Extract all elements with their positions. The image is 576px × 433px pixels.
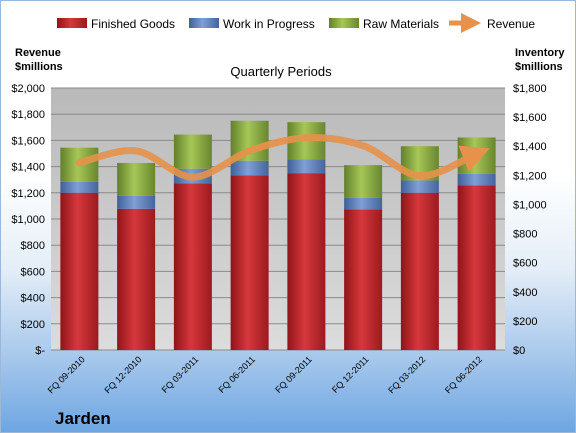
right-axis-title-line2: $millions <box>515 61 563 73</box>
right-tick-label: $0 <box>513 345 525 357</box>
left-tick-label: $1,600 <box>11 135 45 147</box>
category-label: FQ 09-2011 <box>273 354 314 395</box>
bar-raw-materials <box>344 165 383 198</box>
bar-finished-goods <box>60 192 99 350</box>
bar-finished-goods <box>173 183 212 350</box>
chart-subtitle: Quarterly Periods <box>230 64 332 79</box>
left-tick-label: $- <box>35 345 45 357</box>
left-tick-label: $200 <box>21 319 45 331</box>
right-tick-label: $1,000 <box>513 199 547 211</box>
bar-work-in-progress <box>117 195 156 209</box>
legend-swatch-finished-goods <box>57 18 87 28</box>
left-tick-label: $600 <box>21 266 45 278</box>
right-tick-label: $200 <box>513 316 537 328</box>
left-tick-label: $1,400 <box>11 162 45 174</box>
left-axis-ticks: $- $200 $400 $600 $800 $1,000 $1,200 $1,400 $1,6… <box>11 83 45 357</box>
legend-label-finished-goods: Finished Goods <box>91 17 175 31</box>
right-tick-label: $800 <box>513 229 537 241</box>
category-labels: FQ 09-2010 FQ 12-2010 FQ 03-2011 FQ 06-2011… <box>46 354 484 395</box>
revenue-line <box>75 134 490 181</box>
right-tick-label: $1,800 <box>513 83 547 95</box>
right-tick-label: $400 <box>513 287 537 299</box>
right-axis-title-line1: Inventory <box>515 47 565 59</box>
bar-finished-goods <box>344 209 383 350</box>
right-tick-label: $1,400 <box>513 141 547 153</box>
category-label: FQ 06-2012 <box>443 354 484 395</box>
left-tick-label: $1,800 <box>11 109 45 121</box>
bar-finished-goods <box>230 175 269 350</box>
left-tick-label: $800 <box>21 240 45 252</box>
bar-finished-goods <box>457 185 496 350</box>
revenue-line-path <box>75 134 490 181</box>
bar-finished-goods <box>400 192 439 350</box>
company-name: Jarden <box>55 409 111 428</box>
legend: Finished Goods Work in Progress Raw Mate… <box>57 13 535 33</box>
left-axis-title-line2: $millions <box>15 61 63 73</box>
category-label: FQ 12-2010 <box>103 354 144 395</box>
legend-label-raw-materials: Raw Materials <box>363 17 439 31</box>
bar-work-in-progress <box>287 159 326 174</box>
category-label: FQ 03-2011 <box>160 354 201 395</box>
right-tick-label: $1,200 <box>513 170 547 182</box>
legend-swatch-work-in-progress <box>189 18 219 28</box>
left-tick-label: $1,000 <box>11 214 45 226</box>
bar-work-in-progress <box>457 173 496 186</box>
left-tick-label: $1,200 <box>11 188 45 200</box>
bar-raw-materials <box>173 134 212 169</box>
left-tick-label: $400 <box>21 293 45 305</box>
bar-finished-goods <box>117 208 156 350</box>
left-tick-label: $2,000 <box>11 83 45 95</box>
right-tick-label: $1,600 <box>513 112 547 124</box>
right-axis-ticks: $0 $200 $400 $600 $800 $1,000 $1,200 $1,400 $1,6… <box>513 83 547 357</box>
legend-label-revenue: Revenue <box>487 17 535 31</box>
bar-work-in-progress <box>344 197 383 210</box>
category-label: FQ 06-2011 <box>216 354 257 395</box>
bar-work-in-progress <box>400 180 439 193</box>
legend-swatch-raw-materials <box>329 18 359 28</box>
legend-label-work-in-progress: Work in Progress <box>223 17 315 31</box>
bar-work-in-progress <box>60 181 99 193</box>
left-axis-title-line1: Revenue <box>15 47 61 59</box>
category-label: FQ 03-2012 <box>386 354 427 395</box>
category-label: FQ 09-2010 <box>46 354 87 395</box>
category-label: FQ 12-2011 <box>330 354 371 395</box>
right-tick-label: $600 <box>513 258 537 270</box>
bar-finished-goods <box>287 173 326 350</box>
bars <box>60 120 496 350</box>
bar-raw-materials <box>117 162 156 196</box>
bar-work-in-progress <box>230 160 269 176</box>
